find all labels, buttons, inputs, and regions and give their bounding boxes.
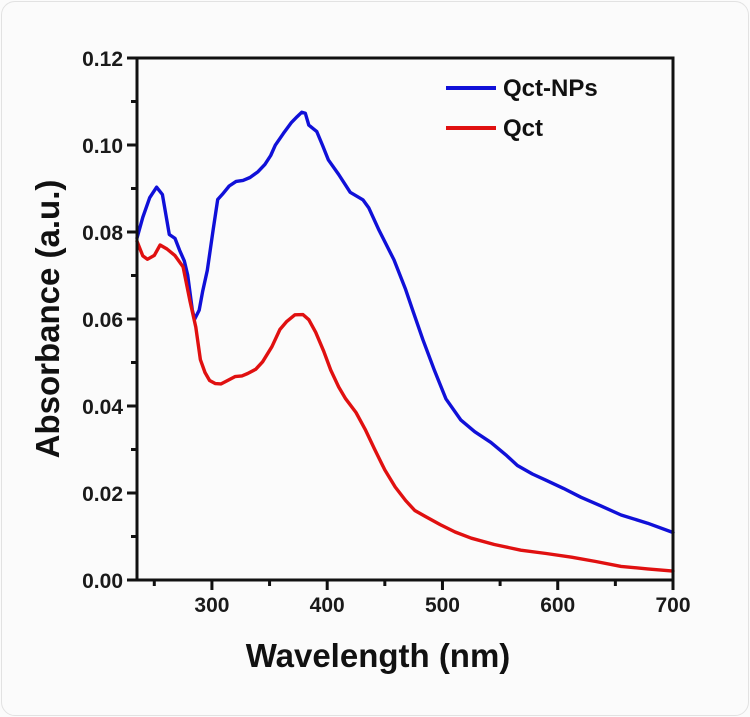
x-tick-label: 700	[655, 594, 690, 617]
axis-layer: 300 400 500 600 700 0.00 0.02 0.04 0.06 0.08 0.10 0…	[82, 48, 690, 617]
y-tick-label: 0.06	[82, 309, 123, 332]
y-tick-label: 0.00	[82, 570, 123, 593]
y-tick-label: 0.10	[82, 135, 123, 158]
series-line-qct-nps	[135, 110, 675, 535]
legend-item-qct-nps: Qct-NPs	[446, 75, 598, 102]
series-layer	[135, 110, 675, 573]
y-tick-label: 0.12	[82, 48, 123, 71]
y-axis-title: Absorbance (a.u.)	[29, 180, 66, 459]
series-line-qct	[135, 239, 675, 573]
legend-label-qct-nps: Qct-NPs	[503, 75, 598, 102]
y-tick-label: 0.08	[82, 222, 123, 245]
x-tick-label: 400	[310, 594, 345, 617]
x-tick-label: 600	[540, 594, 575, 617]
legend-item-qct: Qct	[446, 115, 543, 142]
x-tick-label: 300	[194, 594, 229, 617]
legend-label-qct: Qct	[503, 115, 543, 142]
x-tick-label: 500	[425, 594, 460, 617]
x-axis-title: Wavelength (nm)	[246, 637, 511, 674]
y-tick-label: 0.02	[82, 483, 123, 506]
legend: Qct-NPs Qct	[446, 75, 598, 142]
y-tick-label: 0.04	[82, 396, 123, 419]
